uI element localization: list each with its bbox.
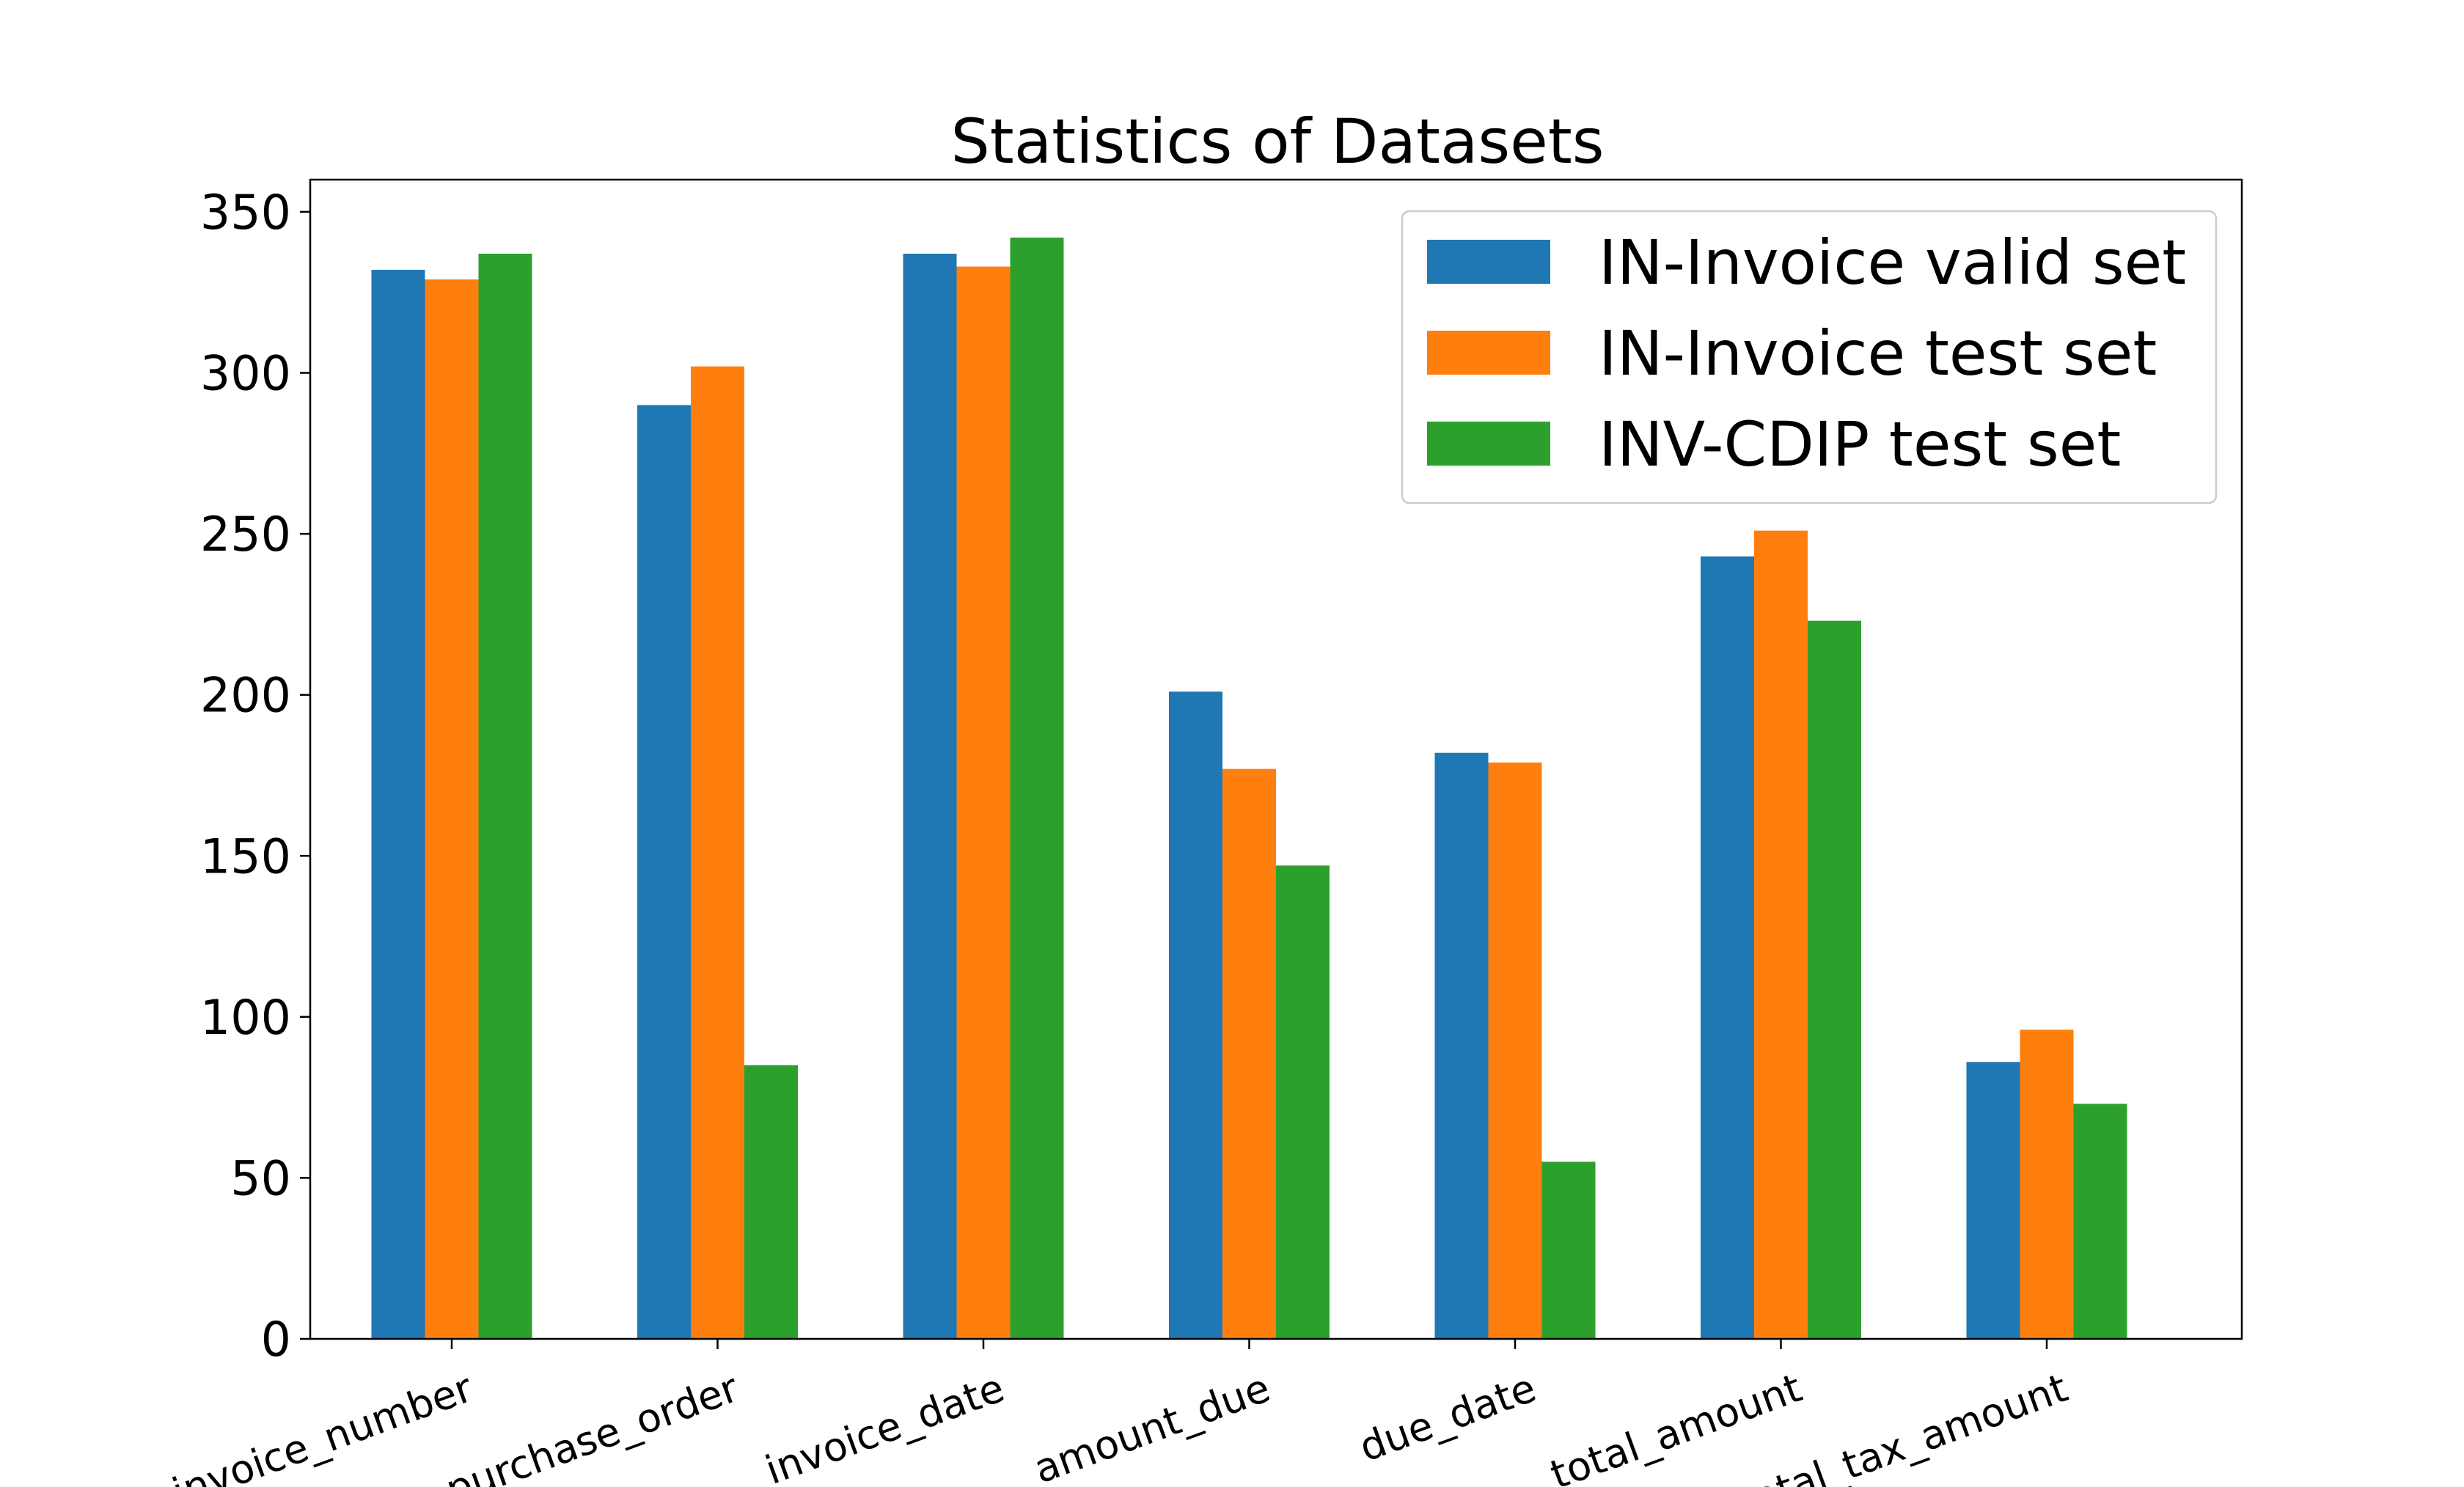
bar-inv-cdip-test-set-amount-due <box>1276 865 1330 1339</box>
x-tick-label-invoice-date: invoice_date <box>760 1365 1011 1487</box>
bar-in-invoice-valid-set-due-date <box>1434 752 1489 1339</box>
bar-inv-cdip-test-set-purchase-order <box>744 1065 798 1339</box>
y-tick-label: 200 <box>200 669 291 724</box>
y-tick-label: 250 <box>200 507 291 562</box>
legend-swatch-in-invoice-test-set <box>1427 331 1550 375</box>
bar-in-invoice-valid-set-invoice-date <box>903 254 957 1340</box>
y-tick-label: 300 <box>200 347 291 402</box>
legend-label-inv-cdip-test-set: INV-CDIP test set <box>1599 408 2121 480</box>
bar-in-invoice-test-set-purchase-order <box>691 366 744 1339</box>
y-axis: 0 50 100 150 200 250 300 350 <box>200 186 310 1367</box>
bar-inv-cdip-test-set-invoice-date <box>1010 238 1064 1339</box>
legend: IN-Invoice valid set IN-Invoice test set I… <box>1401 210 2218 504</box>
plot-frame <box>309 178 2243 1340</box>
bar-inv-cdip-test-set-invoice-number <box>478 254 532 1340</box>
legend-frame <box>1401 210 2218 504</box>
bar-in-invoice-valid-set-total-tax-amount <box>1966 1062 2020 1339</box>
bar-in-invoice-valid-set-purchase-order <box>637 405 691 1339</box>
bar-inv-cdip-test-set-total-tax-amount <box>2073 1104 2127 1339</box>
bar-in-invoice-test-set-due-date <box>1488 762 1542 1339</box>
bar-in-invoice-test-set-amount-due <box>1222 768 1276 1339</box>
bar-in-invoice-valid-set-amount-due <box>1169 691 1222 1339</box>
legend-swatch-inv-cdip-test-set <box>1427 422 1550 466</box>
bar-in-invoice-test-set-total-tax-amount <box>2020 1029 2074 1339</box>
bar-inv-cdip-test-set-due-date <box>1541 1161 1596 1339</box>
legend-label-in-invoice-valid-set: IN-Invoice valid set <box>1599 227 2186 298</box>
x-tick-label-due-date: due_date <box>1354 1365 1542 1471</box>
legend-swatch-in-invoice-valid-set <box>1427 240 1550 284</box>
y-tick-label: 0 <box>261 1312 291 1367</box>
bar-in-invoice-valid-set-total-amount <box>1701 556 1754 1340</box>
x-tick-label-total-amount: total_amount <box>1544 1365 1808 1487</box>
x-tick-label-purchase-order: purchase_order <box>440 1365 745 1487</box>
bar-in-invoice-test-set-total-amount <box>1754 530 1808 1339</box>
chart-title: Statistics of Datasets <box>950 106 1604 177</box>
bar-in-invoice-test-set-invoice-date <box>956 266 1011 1340</box>
bars-group <box>371 238 2127 1340</box>
y-tick-label: 350 <box>200 186 291 241</box>
y-tick-label: 150 <box>200 829 291 884</box>
bar-in-invoice-test-set-invoice-number <box>425 279 479 1340</box>
y-tick-label: 100 <box>200 991 291 1046</box>
legend-label-in-invoice-test-set: IN-Invoice test set <box>1599 317 2157 389</box>
y-tick-label: 50 <box>230 1151 291 1206</box>
x-tick-label-amount-due: amount_due <box>1028 1365 1276 1487</box>
x-tick-label-invoice-number: invoice_number <box>166 1365 479 1487</box>
bar-inv-cdip-test-set-total-amount <box>1808 620 1861 1339</box>
bar-in-invoice-valid-set-invoice-number <box>371 269 425 1339</box>
